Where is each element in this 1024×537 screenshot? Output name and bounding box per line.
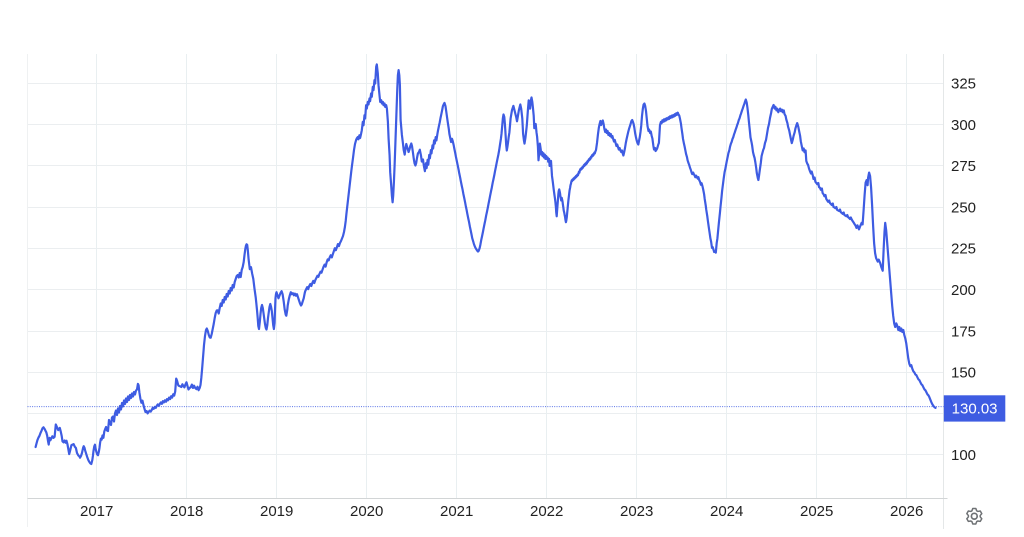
svg-text:2020: 2020 <box>350 503 383 520</box>
svg-text:2025: 2025 <box>800 503 833 520</box>
svg-text:2022: 2022 <box>530 503 563 520</box>
svg-text:2018: 2018 <box>170 503 203 520</box>
svg-text:325: 325 <box>951 76 976 93</box>
svg-text:250: 250 <box>951 199 976 216</box>
svg-text:2017: 2017 <box>80 503 113 520</box>
svg-text:175: 175 <box>951 323 976 340</box>
svg-text:200: 200 <box>951 282 976 299</box>
svg-text:130.03: 130.03 <box>952 401 998 418</box>
svg-text:225: 225 <box>951 241 976 258</box>
svg-text:2023: 2023 <box>620 503 653 520</box>
svg-text:2019: 2019 <box>260 503 293 520</box>
svg-text:2021: 2021 <box>440 503 473 520</box>
svg-text:100: 100 <box>951 447 976 464</box>
svg-text:300: 300 <box>951 117 976 134</box>
svg-text:2026: 2026 <box>890 503 923 520</box>
svg-text:275: 275 <box>951 158 976 175</box>
svg-text:150: 150 <box>951 365 976 382</box>
svg-text:2024: 2024 <box>710 503 743 520</box>
